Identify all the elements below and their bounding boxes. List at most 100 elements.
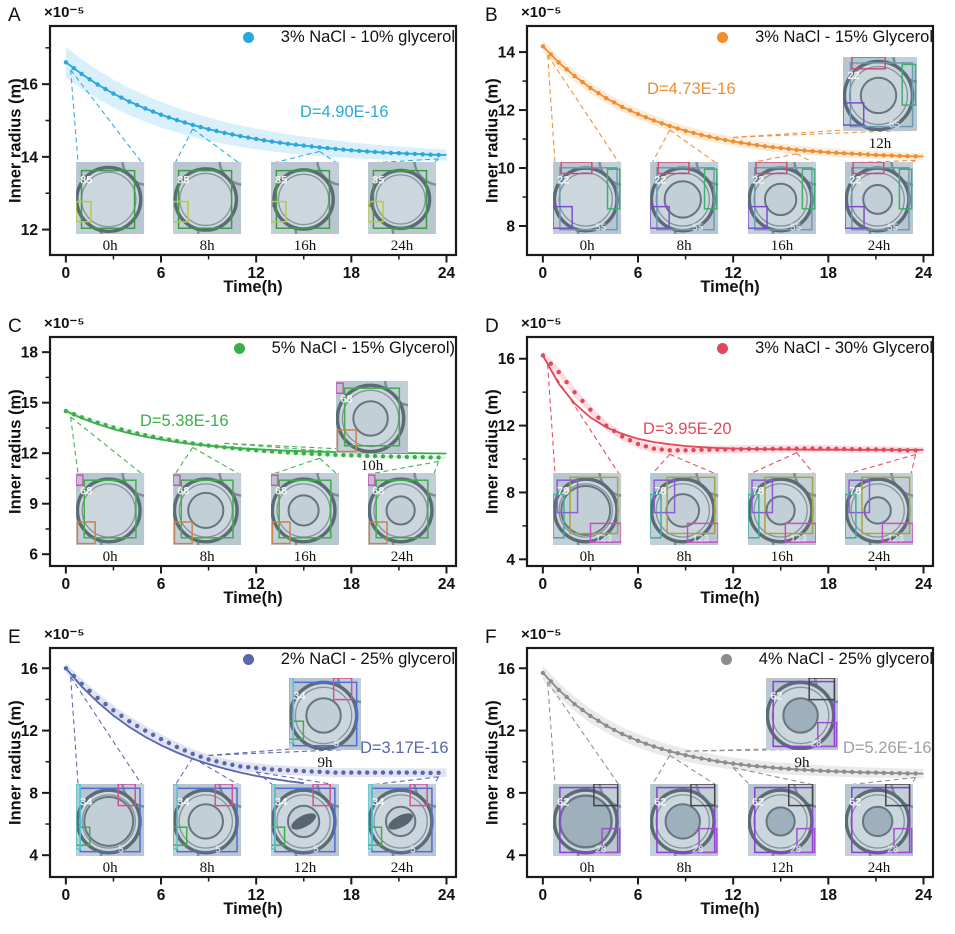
svg-text:6: 6 bbox=[157, 265, 166, 282]
svg-text:123: 123 bbox=[692, 533, 709, 544]
error-band bbox=[65, 663, 447, 778]
inset-time-label: 12h bbox=[869, 136, 892, 152]
tick-labels: 0 6 12 18 24 8 10 12 14 bbox=[498, 45, 933, 282]
plot-area-c: 68 0h 68 8h 68 16h 68 24h 68 10h 0 6 12 18 24 6 9 12 15 18 bbox=[21, 335, 458, 593]
inset-micrograph: 34 5 bbox=[76, 784, 145, 856]
inset-micrograph: 62 28 bbox=[766, 678, 838, 750]
svg-text:12: 12 bbox=[21, 723, 38, 740]
error-band bbox=[65, 47, 447, 161]
inset-micrograph: 79 123 bbox=[553, 473, 622, 545]
svg-text:24: 24 bbox=[915, 887, 933, 904]
svg-text:0: 0 bbox=[62, 265, 71, 282]
svg-text:5: 5 bbox=[313, 844, 319, 855]
y-axis-title: Inner radius (m) bbox=[6, 389, 25, 514]
panel-D: 79 123 0h 79 123 8h 79 123 16h 79 123 24h 0 6 12 18 24 4 8… bbox=[477, 311, 955, 622]
svg-text:12: 12 bbox=[248, 265, 265, 282]
svg-text:62: 62 bbox=[557, 797, 569, 809]
svg-text:55: 55 bbox=[692, 222, 704, 233]
inset-time-label: 0h bbox=[103, 238, 119, 254]
svg-text:14: 14 bbox=[498, 45, 516, 62]
svg-text:0: 0 bbox=[539, 576, 548, 593]
svg-text:9: 9 bbox=[29, 496, 38, 513]
svg-text:79: 79 bbox=[557, 486, 569, 498]
x-axis-title: Time(h) bbox=[223, 900, 283, 918]
svg-text:6: 6 bbox=[634, 887, 643, 904]
svg-text:12: 12 bbox=[21, 222, 38, 239]
legend-label: 3% NaCl - 10% glycerol bbox=[280, 28, 455, 46]
svg-text:68: 68 bbox=[275, 486, 287, 498]
inset-micrograph: 22 55 bbox=[747, 162, 816, 234]
svg-text:68: 68 bbox=[372, 486, 384, 498]
svg-text:24: 24 bbox=[438, 576, 456, 593]
svg-text:85: 85 bbox=[80, 175, 92, 187]
plot-area-b: 22 55 0h 22 55 8h 22 55 16h 22 55 24h 22 55 12h 0 6 12 18 2… bbox=[498, 24, 935, 282]
svg-text:8: 8 bbox=[506, 219, 515, 236]
callout-lines bbox=[547, 681, 917, 786]
svg-text:24: 24 bbox=[438, 265, 456, 282]
legend-label: 2% NaCl - 25% glycerol bbox=[280, 650, 455, 668]
svg-text:5: 5 bbox=[410, 844, 416, 855]
legend-label: 3% NaCl - 30% Glycerol bbox=[755, 339, 933, 357]
inset-micrograph: 79 123 bbox=[845, 473, 914, 545]
svg-text:16: 16 bbox=[498, 351, 516, 368]
inset-time-label: 8h bbox=[677, 860, 693, 876]
inset-time-label: 24h bbox=[868, 549, 891, 565]
error-band bbox=[542, 40, 924, 160]
x-axis-title: Time(h) bbox=[223, 278, 283, 296]
fit-line bbox=[65, 667, 304, 785]
svg-text:16: 16 bbox=[21, 661, 39, 678]
y-scale-label: ×10⁻⁵ bbox=[521, 4, 562, 21]
inset-micrograph: 22 55 bbox=[650, 162, 719, 234]
inset-micrograph: 85 bbox=[368, 162, 437, 234]
inset-time-label: 16h bbox=[294, 549, 317, 565]
legend-marker-icon bbox=[720, 654, 732, 665]
inset-time-label: 8h bbox=[200, 860, 216, 876]
svg-text:123: 123 bbox=[595, 533, 612, 544]
svg-text:12: 12 bbox=[498, 723, 515, 740]
svg-text:18: 18 bbox=[820, 576, 838, 593]
svg-text:62: 62 bbox=[849, 797, 861, 809]
legend: 2% NaCl - 25% glycerol bbox=[242, 650, 455, 669]
svg-text:6: 6 bbox=[29, 547, 38, 564]
legend-marker-icon bbox=[242, 32, 254, 43]
svg-text:85: 85 bbox=[177, 175, 189, 187]
x-axis-title: Time(h) bbox=[223, 589, 283, 607]
svg-text:22: 22 bbox=[654, 175, 666, 187]
svg-text:79: 79 bbox=[752, 486, 764, 498]
svg-text:16: 16 bbox=[21, 77, 39, 94]
svg-text:0: 0 bbox=[62, 887, 71, 904]
panel-C: 68 0h 68 8h 68 16h 68 24h 68 10h 0 6 12 18 24 6 9 12 15 18 … bbox=[0, 311, 477, 622]
inset-micrograph: 34 5 bbox=[173, 784, 242, 856]
svg-text:34: 34 bbox=[293, 691, 306, 703]
svg-text:68: 68 bbox=[177, 486, 189, 498]
legend: 4% NaCl - 25% glycerol bbox=[720, 650, 933, 669]
svg-text:34: 34 bbox=[372, 797, 385, 809]
inset-time-label: 8h bbox=[677, 238, 693, 254]
legend: 3% NaCl - 30% Glycerol bbox=[717, 339, 933, 358]
svg-text:15: 15 bbox=[21, 395, 39, 412]
svg-text:12: 12 bbox=[725, 576, 742, 593]
axes bbox=[519, 646, 935, 885]
svg-text:5: 5 bbox=[334, 738, 340, 749]
inset-micrograph: 85 bbox=[173, 162, 242, 234]
inset-time-label: 16h bbox=[771, 549, 794, 565]
svg-text:4: 4 bbox=[506, 552, 515, 569]
y-axis-title: Inner radius (m) bbox=[6, 78, 25, 203]
svg-text:55: 55 bbox=[595, 222, 607, 233]
svg-text:12: 12 bbox=[725, 265, 742, 282]
axes bbox=[519, 24, 935, 263]
panel-F: 62 28 0h 62 28 8h 62 28 12h 62 28 24h 62 28 9h 0 6 12 18 24… bbox=[477, 622, 955, 934]
inset-micrograph: 68 bbox=[76, 473, 145, 545]
svg-text:0: 0 bbox=[539, 265, 548, 282]
error-band bbox=[542, 350, 924, 455]
svg-text:12: 12 bbox=[498, 103, 515, 120]
inset-time-label: 12h bbox=[294, 860, 317, 876]
inset-time-label: 12h bbox=[771, 860, 794, 876]
tick-labels: 0 6 12 18 24 4 8 12 16 bbox=[498, 661, 933, 904]
svg-text:18: 18 bbox=[343, 576, 361, 593]
data-dots bbox=[63, 666, 441, 776]
diffusion-coefficient-label: D=3.95E-20 bbox=[643, 420, 732, 438]
inset-time-label: 9h bbox=[318, 755, 334, 771]
tick-labels: 0 6 12 18 24 12 14 16 bbox=[21, 77, 456, 282]
